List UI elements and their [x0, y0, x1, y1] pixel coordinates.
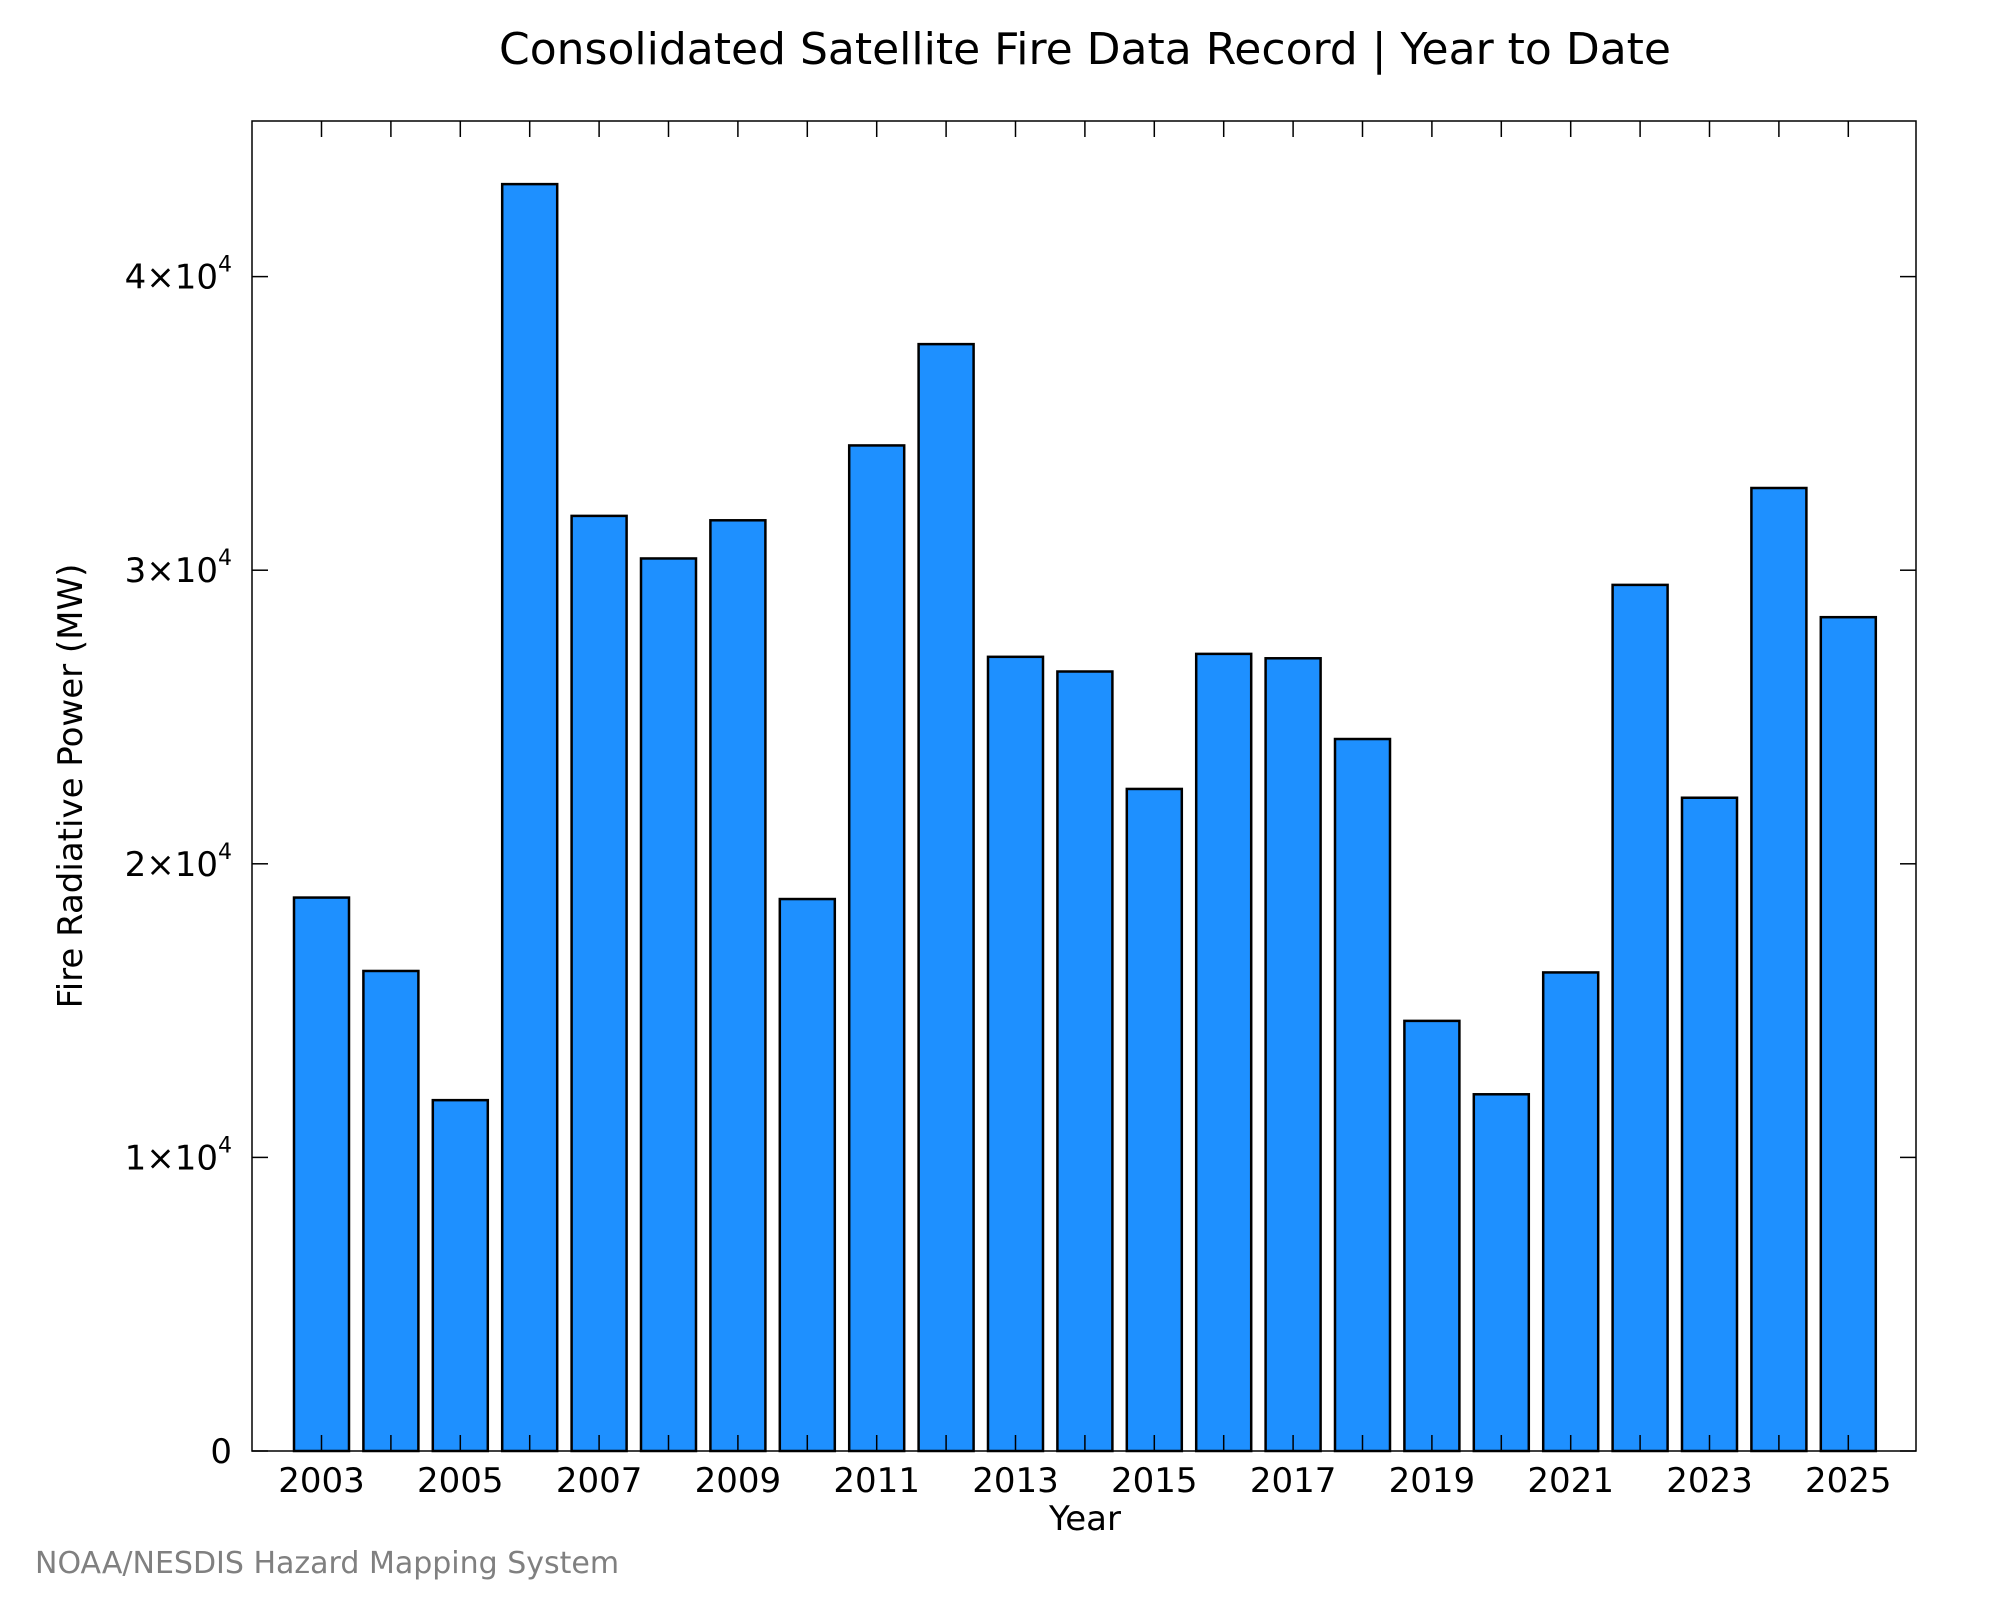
bars-group [292, 182, 1878, 1453]
bar-2022 [1611, 583, 1669, 1453]
bar-2019 [1403, 1019, 1461, 1453]
bar-2016 [1194, 652, 1253, 1453]
bar-2011 [847, 444, 906, 1453]
bar-2010 [778, 897, 837, 1453]
bar-2023 [1680, 796, 1739, 1453]
y-tick-label: 4×104 [125, 253, 232, 298]
x-tick-label: 2019 [1389, 1461, 1476, 1501]
x-tick-label: 2017 [1250, 1461, 1337, 1501]
y-axis-ticks: 0 1×104 2×104 3×104 4×104 [125, 253, 1916, 1472]
bar-2021 [1541, 971, 1600, 1453]
x-axis-label: Year [1048, 1499, 1121, 1539]
bar-2017 [1264, 657, 1322, 1453]
x-tick-label: 2009 [695, 1461, 782, 1501]
bar-2015 [1125, 787, 1184, 1453]
bar-2008 [639, 557, 698, 1453]
y-tick-label: 0 [210, 1432, 232, 1472]
y-tick-label: 3×104 [125, 546, 232, 591]
bar-2003 [292, 896, 351, 1453]
x-axis-ticks: 2003 2005 2007 2009 2011 2013 2015 2017 2019 2021… [278, 121, 1892, 1501]
x-tick-label: 2013 [972, 1461, 1059, 1501]
x-tick-label: 2011 [833, 1461, 920, 1501]
x-tick-label: 2025 [1805, 1461, 1892, 1501]
bar-2018 [1333, 737, 1392, 1453]
plot-frame [251, 120, 1917, 1452]
y-axis-label: Fire Radiative Power (MW) [51, 564, 91, 1009]
x-tick-label: 2021 [1527, 1461, 1614, 1501]
bar-2013 [986, 655, 1045, 1453]
y-tick-label: 2×104 [125, 840, 232, 885]
chart-title: Consolidated Satellite Fire Data Record … [499, 24, 1671, 75]
bar-2024 [1750, 486, 1808, 1453]
x-tick-label: 2023 [1666, 1461, 1753, 1501]
bar-2006 [500, 182, 559, 1453]
bar-2007 [570, 514, 628, 1453]
x-tick-label: 2007 [556, 1461, 643, 1501]
y-tick-label: 1×104 [125, 1133, 232, 1178]
bar-2005 [431, 1098, 490, 1453]
bar-2025 [1819, 615, 1878, 1453]
x-tick-label: 2003 [278, 1461, 365, 1501]
bar-2012 [917, 342, 975, 1453]
bar-2009 [709, 519, 767, 1453]
bar-2004 [362, 969, 420, 1453]
bar-2014 [1056, 670, 1114, 1453]
x-tick-label: 2015 [1111, 1461, 1198, 1501]
credit-text: NOAA/NESDIS Hazard Mapping System [35, 1546, 619, 1581]
x-tick-label: 2005 [417, 1461, 504, 1501]
bar-2020 [1472, 1093, 1531, 1453]
